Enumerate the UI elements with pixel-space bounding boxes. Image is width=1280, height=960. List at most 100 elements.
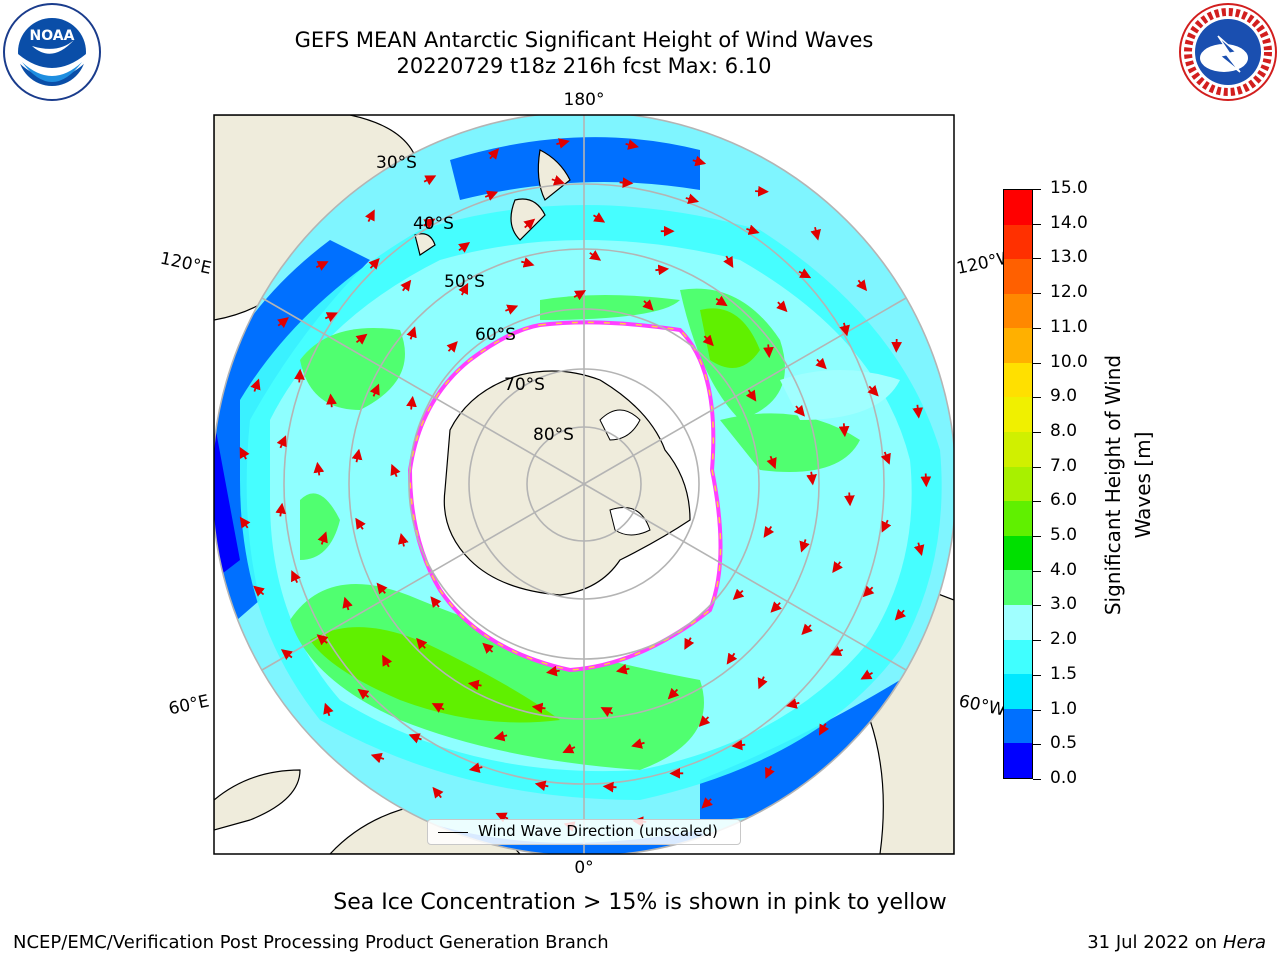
wave-direction-arrow [881, 519, 892, 533]
wave-direction-arrow [369, 383, 380, 397]
wave-direction-arrow [755, 185, 769, 197]
wave-direction-arrow [406, 395, 417, 410]
colorbar-segment [1004, 224, 1032, 260]
wave-direction-arrow [600, 707, 614, 717]
wave-direction-arrow [313, 461, 325, 476]
wave-direction-arrow [573, 290, 587, 301]
wave-direction-arrow [867, 384, 879, 397]
colorbar-segment [1004, 743, 1032, 778]
colorbar-segment [1004, 708, 1032, 744]
wave-direction-arrow [376, 582, 388, 595]
wave-direction-arrow [355, 333, 368, 345]
wave-direction-arrow [763, 525, 775, 538]
colorbar-segment [1004, 466, 1032, 502]
colorbar-tick-label: 7.0 [1050, 455, 1078, 476]
map-frame [213, 114, 955, 855]
colorbar-segment [1004, 605, 1032, 640]
wind-wave-direction-arrows [239, 138, 932, 832]
colorbar-tick-label: 13.0 [1050, 247, 1088, 268]
wave-direction-arrow [655, 264, 670, 276]
wave-direction-arrow [862, 585, 875, 598]
colorbar-tick-label: 11.0 [1050, 316, 1088, 337]
footer-date-text: 31 Jul 2022 on [1087, 932, 1218, 953]
sea-ice-note: Sea Ice Concentration > 15% is shown in … [333, 890, 947, 915]
wave-direction-arrow [423, 175, 437, 186]
colorbar-segment [1004, 259, 1032, 294]
wave-direction-arrow [355, 517, 366, 530]
colorbar-tick-label: 15.0 [1050, 178, 1088, 198]
wave-direction-arrow [423, 218, 436, 229]
wave-direction-arrow [493, 730, 508, 742]
wave-direction-arrow [839, 322, 850, 337]
lon-label-180: 180° [564, 90, 605, 110]
colorbar-tick [1033, 640, 1041, 642]
wave-direction-arrow [275, 502, 287, 517]
colorbar-tick [1033, 709, 1041, 711]
wave-direction-arrow [838, 423, 850, 438]
wave-direction-arrow [589, 250, 602, 261]
colorbar-title: Significant Height of Wind Waves [m] [1101, 354, 1155, 616]
wave-direction-arrow [400, 279, 412, 292]
wave-direction-arrow [815, 357, 827, 370]
wave-direction-arrow [912, 404, 924, 419]
wave-direction-arrow [685, 193, 700, 205]
wave-direction-arrow [920, 473, 932, 488]
wave-direction-arrow [562, 743, 576, 754]
noaa-logo-text: NOAA [30, 28, 75, 44]
colorbar-tick-label: 4.0 [1050, 559, 1078, 580]
wave-direction-arrow [458, 242, 471, 253]
colorbar-tick [1033, 189, 1041, 190]
wave-direction-arrow [323, 702, 334, 717]
footer-credit: NCEP/EMC/Verification Post Processing Pr… [13, 932, 609, 953]
wave-direction-arrow [495, 812, 509, 823]
wave-direction-arrow [746, 224, 760, 235]
colorbar-tick [1033, 779, 1041, 780]
wave-direction-arrow [556, 138, 570, 149]
colorbar-segment [1004, 674, 1032, 709]
wave-direction-arrow [432, 786, 444, 799]
wave-direction-arrow [701, 797, 713, 809]
wave-direction-arrow [406, 326, 417, 340]
wave-direction-arrow [408, 733, 422, 744]
colorbar-tick [1033, 605, 1041, 607]
wave-direction-arrow [416, 637, 428, 650]
colorbar-tick [1033, 466, 1041, 468]
colorbar-segment [1004, 639, 1032, 675]
colorbar-tick-label: 12.0 [1050, 282, 1088, 303]
wave-direction-arrow [593, 212, 606, 223]
wave-direction-arrow [368, 257, 380, 270]
wave-direction-arrow [431, 703, 445, 713]
wave-direction-arrow [326, 393, 337, 408]
colorbar-tick-label: 2.0 [1050, 629, 1078, 650]
lat-label-30s: 30°S [376, 153, 417, 173]
wave-direction-arrow [810, 226, 821, 241]
wave-direction-arrow [799, 539, 810, 553]
wave-direction-arrow [253, 585, 265, 597]
colorbar-tick-label: 0.5 [1050, 733, 1078, 754]
lat-label-40s: 40°S [413, 214, 454, 234]
wave-direction-arrow [276, 435, 287, 449]
wave-direction-arrow [631, 738, 645, 749]
wave-direction-arrow [731, 739, 746, 751]
wave-direction-arrow [317, 531, 328, 545]
colorbar-segment [1004, 328, 1032, 363]
figure-subtitle: 20220729 t18z 216h fcst Max: 6.10 [396, 54, 772, 78]
wave-direction-arrow [291, 570, 301, 583]
wave-direction-arrow [860, 669, 873, 680]
colorbar-segment [1004, 432, 1032, 467]
colorbar-tick-label: 6.0 [1050, 490, 1078, 511]
wave-direction-arrow [726, 652, 738, 665]
colorbar-segment [1004, 535, 1032, 571]
wave-direction-arrow [531, 702, 546, 714]
colorbar-tick-label: 3.0 [1050, 594, 1078, 615]
wave-direction-arrow [793, 404, 805, 417]
wave-direction-arrow [776, 300, 788, 313]
wave-direction-arrow [482, 642, 494, 654]
footer-date: 31 Jul 2022 on Hera [1087, 932, 1266, 953]
wave-direction-arrow [351, 448, 363, 463]
wave-direction-arrow [382, 654, 393, 668]
wave-direction-arrow [342, 596, 353, 611]
colorbar-tick [1033, 362, 1041, 364]
wave-direction-arrow [315, 261, 329, 271]
